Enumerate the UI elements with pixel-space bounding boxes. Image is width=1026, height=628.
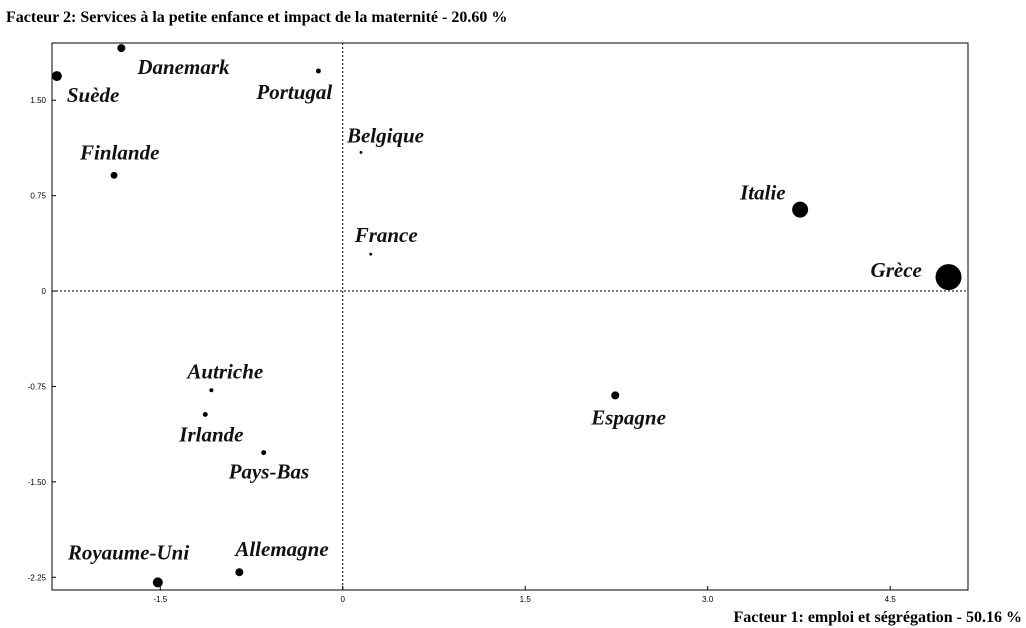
x-tick-label: 1.5 (520, 595, 532, 604)
point (235, 568, 244, 577)
x-tick-label: -1.5 (153, 595, 167, 604)
y-tick-label: -1.50 (28, 478, 47, 487)
y-axis-title: Facteur 2: Services à la petite enfance … (6, 9, 507, 26)
point-label: Allemagne (233, 537, 328, 561)
point-label: Danemark (136, 55, 230, 79)
point-label: France (354, 223, 418, 247)
point (792, 201, 809, 218)
plot-frame (51, 42, 969, 591)
y-tick-label: -0.75 (28, 382, 47, 391)
point (209, 388, 214, 393)
point-label: Espagne (590, 405, 666, 429)
point-label: Finlande (79, 140, 159, 164)
point-label: Italie (739, 181, 786, 205)
x-tick-label: 3.0 (702, 595, 714, 604)
point-label: Suède (67, 83, 120, 107)
point (51, 71, 62, 82)
point (611, 391, 620, 400)
y-tick-label: 1.50 (30, 96, 46, 105)
y-tick-label: 0.75 (30, 192, 46, 201)
point-label: Grèce (871, 258, 922, 282)
point (315, 68, 321, 74)
point-label: Portugal (255, 80, 332, 104)
x-tick-label: 0 (341, 595, 346, 604)
point-label: Royaume-Uni (67, 540, 190, 564)
y-tick-label: -2.25 (28, 573, 47, 582)
x-tick-label: 4.5 (885, 595, 897, 604)
point-label: Irlande (178, 422, 243, 446)
point (110, 171, 118, 179)
point (152, 577, 163, 588)
point (261, 450, 267, 456)
point (369, 252, 373, 256)
x-axis-title: Facteur 1: emploi et ségrégation - 50.16… (733, 609, 1022, 626)
point (202, 412, 208, 417)
point (935, 264, 962, 291)
point (359, 150, 363, 154)
point-label: Pays-Bas (228, 460, 310, 484)
point-label: Autriche (185, 359, 263, 383)
point-label: Belgique (346, 123, 424, 147)
point (117, 44, 126, 53)
y-tick-label: 0 (42, 287, 47, 296)
